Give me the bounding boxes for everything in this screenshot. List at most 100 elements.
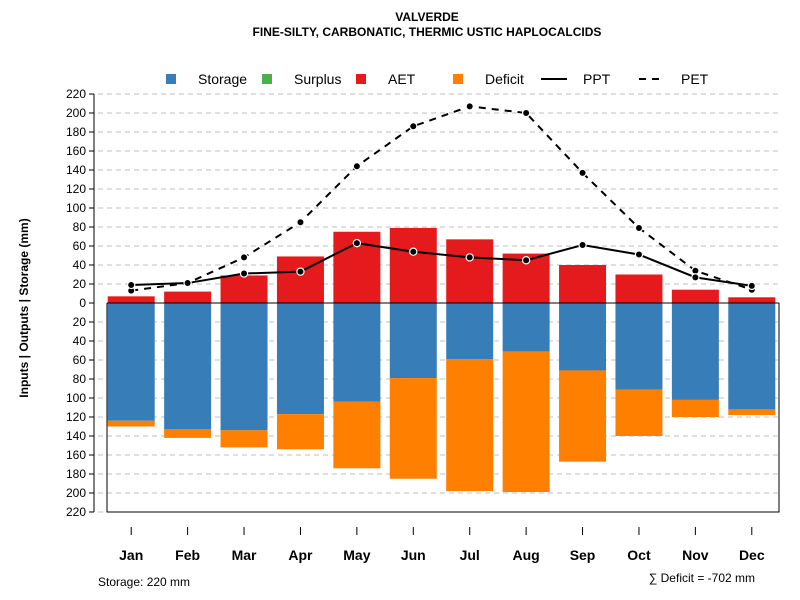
pet-point [634, 223, 644, 233]
bars [106, 227, 780, 513]
aet-bar [389, 227, 437, 303]
y-tick-label: 80 [73, 372, 87, 386]
ppt-point [465, 253, 474, 262]
pet-point [296, 218, 305, 227]
x-tick-label: Nov [682, 547, 709, 563]
x-tick-label: May [343, 547, 370, 563]
storage-capacity-box [106, 303, 780, 513]
ppt-line [131, 242, 752, 287]
legend-swatch [356, 74, 366, 84]
pet-point [465, 102, 474, 111]
y-axis-label: Inputs | Outputs | Storage (mm) [17, 218, 31, 397]
deficit-bar [615, 389, 663, 436]
storage-bar [333, 303, 381, 402]
ppt-point [578, 240, 587, 250]
x-tick-label: Jul [460, 547, 480, 563]
deficit-bar [559, 370, 607, 462]
legend-item-storage: Storage [166, 71, 247, 87]
ppt-point [634, 250, 644, 259]
deficit-bar [333, 401, 381, 469]
deficit-bar [107, 420, 155, 427]
legend-item-surplus: Surplus [262, 71, 341, 87]
y-tick-label: 220 [66, 87, 86, 101]
storage-bar [502, 303, 550, 352]
pet-point [352, 161, 362, 171]
pet-point [578, 168, 587, 178]
legend-item-aet: AET [356, 71, 416, 87]
ppt-point [239, 269, 249, 278]
y-tick-label: 0 [79, 296, 86, 310]
ppt-point [296, 267, 305, 276]
storage-note: Storage: 220 mm [98, 575, 190, 589]
ppt-point [691, 273, 700, 282]
ppt-point [747, 281, 756, 291]
storage-bar [446, 303, 494, 360]
y-tick-label: 40 [73, 334, 87, 348]
y-tick-label: 140 [66, 163, 86, 177]
chart-subtitle: FINE-SILTY, CARBONATIC, THERMIC USTIC HA… [253, 25, 602, 39]
legend-swatch [262, 74, 272, 84]
storage-bar [728, 303, 776, 410]
aet-bar [728, 297, 776, 303]
y-tick-label: 20 [73, 277, 87, 291]
aet-bar [107, 296, 155, 303]
ppt-point [409, 247, 418, 256]
legend-label: PPT [583, 71, 611, 87]
y-axis: 2202001801601401201008060402002040608010… [66, 87, 95, 519]
legend-label: Deficit [485, 71, 524, 87]
aet-bar [615, 274, 663, 303]
deficit-bar [446, 359, 494, 492]
deficit-bar [502, 351, 550, 493]
legend-item-pet: PET [639, 71, 709, 87]
aet-bar [446, 239, 494, 303]
y-tick-label: 60 [73, 353, 87, 367]
x-tick-label: Aug [513, 547, 540, 563]
aet-bar [164, 291, 212, 303]
pet-point [239, 253, 249, 262]
legend-item-ppt: PPT [541, 71, 611, 87]
y-tick-label: 180 [66, 125, 86, 139]
legend: Storage Surplus AET Deficit PPT PET [166, 71, 709, 87]
storage-bar [107, 303, 155, 421]
ppt-point [352, 238, 362, 248]
deficit-bar [276, 414, 324, 450]
x-tick-label: Feb [175, 547, 200, 563]
chart-title: VALVERDE [395, 10, 459, 24]
deficit-bar [164, 429, 212, 438]
y-tick-label: 200 [66, 106, 86, 120]
storage-bar [559, 303, 607, 371]
lines [127, 102, 756, 295]
x-tick-label: Sep [570, 547, 596, 563]
y-tick-label: 160 [66, 448, 86, 462]
x-axis: Jan Feb Mar Apr May Jun Jul Aug Sep Oct Nov Dec [119, 527, 765, 563]
storage-bar [671, 303, 719, 400]
y-tick-label: 80 [73, 220, 87, 234]
x-tick-label: Apr [288, 547, 313, 563]
x-tick-label: Dec [739, 547, 765, 563]
legend-item-deficit: Deficit [453, 71, 524, 87]
y-tick-label: 140 [66, 429, 86, 443]
y-tick-label: 100 [66, 201, 86, 215]
storage-bar [220, 303, 268, 431]
y-tick-label: 40 [73, 258, 87, 272]
y-tick-label: 120 [66, 182, 86, 196]
aet-bar [671, 289, 719, 303]
ppt-point [127, 280, 136, 290]
y-tick-label: 100 [66, 391, 86, 405]
storage-bar [164, 303, 212, 430]
legend-label: AET [388, 71, 416, 87]
storage-bar [276, 303, 324, 415]
legend-swatch [166, 74, 176, 84]
pet-point [521, 108, 531, 118]
pet-point [409, 122, 418, 131]
x-tick-label: Oct [627, 547, 651, 563]
y-tick-label: 60 [73, 239, 87, 253]
deficit-bar [728, 409, 776, 416]
ppt-point [183, 278, 192, 288]
aet-bar [220, 275, 268, 303]
deficit-note: ∑ Deficit = -702 mm [649, 571, 755, 585]
x-tick-label: Jan [119, 547, 143, 563]
deficit-bar [389, 378, 437, 479]
storage-bar [615, 303, 663, 390]
